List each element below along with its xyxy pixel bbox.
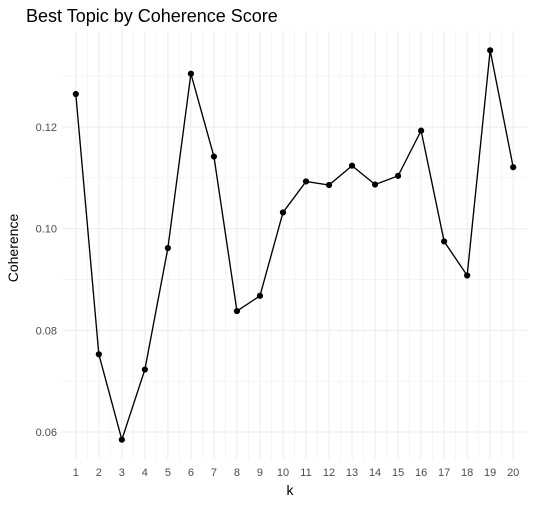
data-point-k-18 (464, 272, 471, 279)
x-tick-label-3: 3 (119, 467, 125, 479)
x-tick-label-4: 4 (142, 467, 148, 479)
data-point-k-10 (279, 209, 287, 216)
data-point-k-6 (187, 70, 195, 77)
data-point-k-5 (164, 244, 171, 252)
data-point-k-13 (348, 162, 356, 169)
data-point-k-15 (394, 172, 402, 179)
x-tick-label-8: 8 (234, 467, 240, 479)
x-tick-label-12: 12 (323, 467, 335, 479)
x-tick-labels: 1 2 3 4 5 6 7 8 9 10 11 12 13 14 15 16 17 18 19 20 (73, 467, 520, 479)
data-point-k-3 (118, 436, 125, 443)
data-point-k-4 (141, 366, 148, 373)
x-tick-label-10: 10 (277, 467, 289, 479)
series-line (75, 50, 514, 443)
x-tick-label-16: 16 (415, 467, 427, 479)
data-point-k-11 (302, 178, 310, 185)
data-point-k-8 (233, 307, 241, 315)
x-tick-label-20: 20 (507, 467, 519, 479)
x-tick-label-1: 1 (73, 467, 79, 479)
x-tick-label-19: 19 (484, 467, 496, 479)
data-point-k-17 (441, 238, 448, 245)
data-point-k-7 (210, 153, 218, 160)
data-point-k-2 (95, 351, 102, 358)
x-tick-label-18: 18 (461, 467, 473, 479)
series-layer (72, 47, 517, 443)
y-tick-label-0.06: 0.06 (36, 427, 57, 439)
x-tick-label-15: 15 (392, 467, 404, 479)
x-tick-label-5: 5 (165, 467, 171, 479)
x-tick-label-14: 14 (369, 467, 381, 479)
y-axis-title: Coherence (5, 214, 21, 283)
x-tick-label-2: 2 (96, 467, 102, 479)
y-tick-label-0.10: 0.10 (36, 224, 57, 236)
x-axis-title: k (287, 482, 295, 498)
data-point-k-1 (72, 90, 79, 98)
data-point-k-19 (487, 47, 494, 54)
data-point-k-9 (256, 292, 264, 299)
x-tick-label-17: 17 (438, 467, 450, 479)
x-tick-label-6: 6 (188, 467, 194, 479)
x-tick-label-11: 11 (300, 467, 311, 479)
y-tick-label-0.12: 0.12 (36, 122, 57, 134)
chart-title: Best Topic by Coherence Score (26, 6, 278, 26)
data-point-k-20 (510, 164, 517, 171)
x-tick-label-7: 7 (211, 467, 217, 479)
x-tick-label-13: 13 (346, 467, 358, 479)
data-point-k-12 (325, 181, 333, 189)
data-point-k-16 (418, 127, 425, 134)
y-tick-labels: 0.06 0.08 0.10 0.12 (36, 122, 57, 439)
grid-layer (62, 31, 527, 459)
data-point-k-14 (371, 181, 379, 188)
x-tick-label-9: 9 (257, 467, 263, 479)
y-tick-label-0.08: 0.08 (36, 325, 57, 337)
